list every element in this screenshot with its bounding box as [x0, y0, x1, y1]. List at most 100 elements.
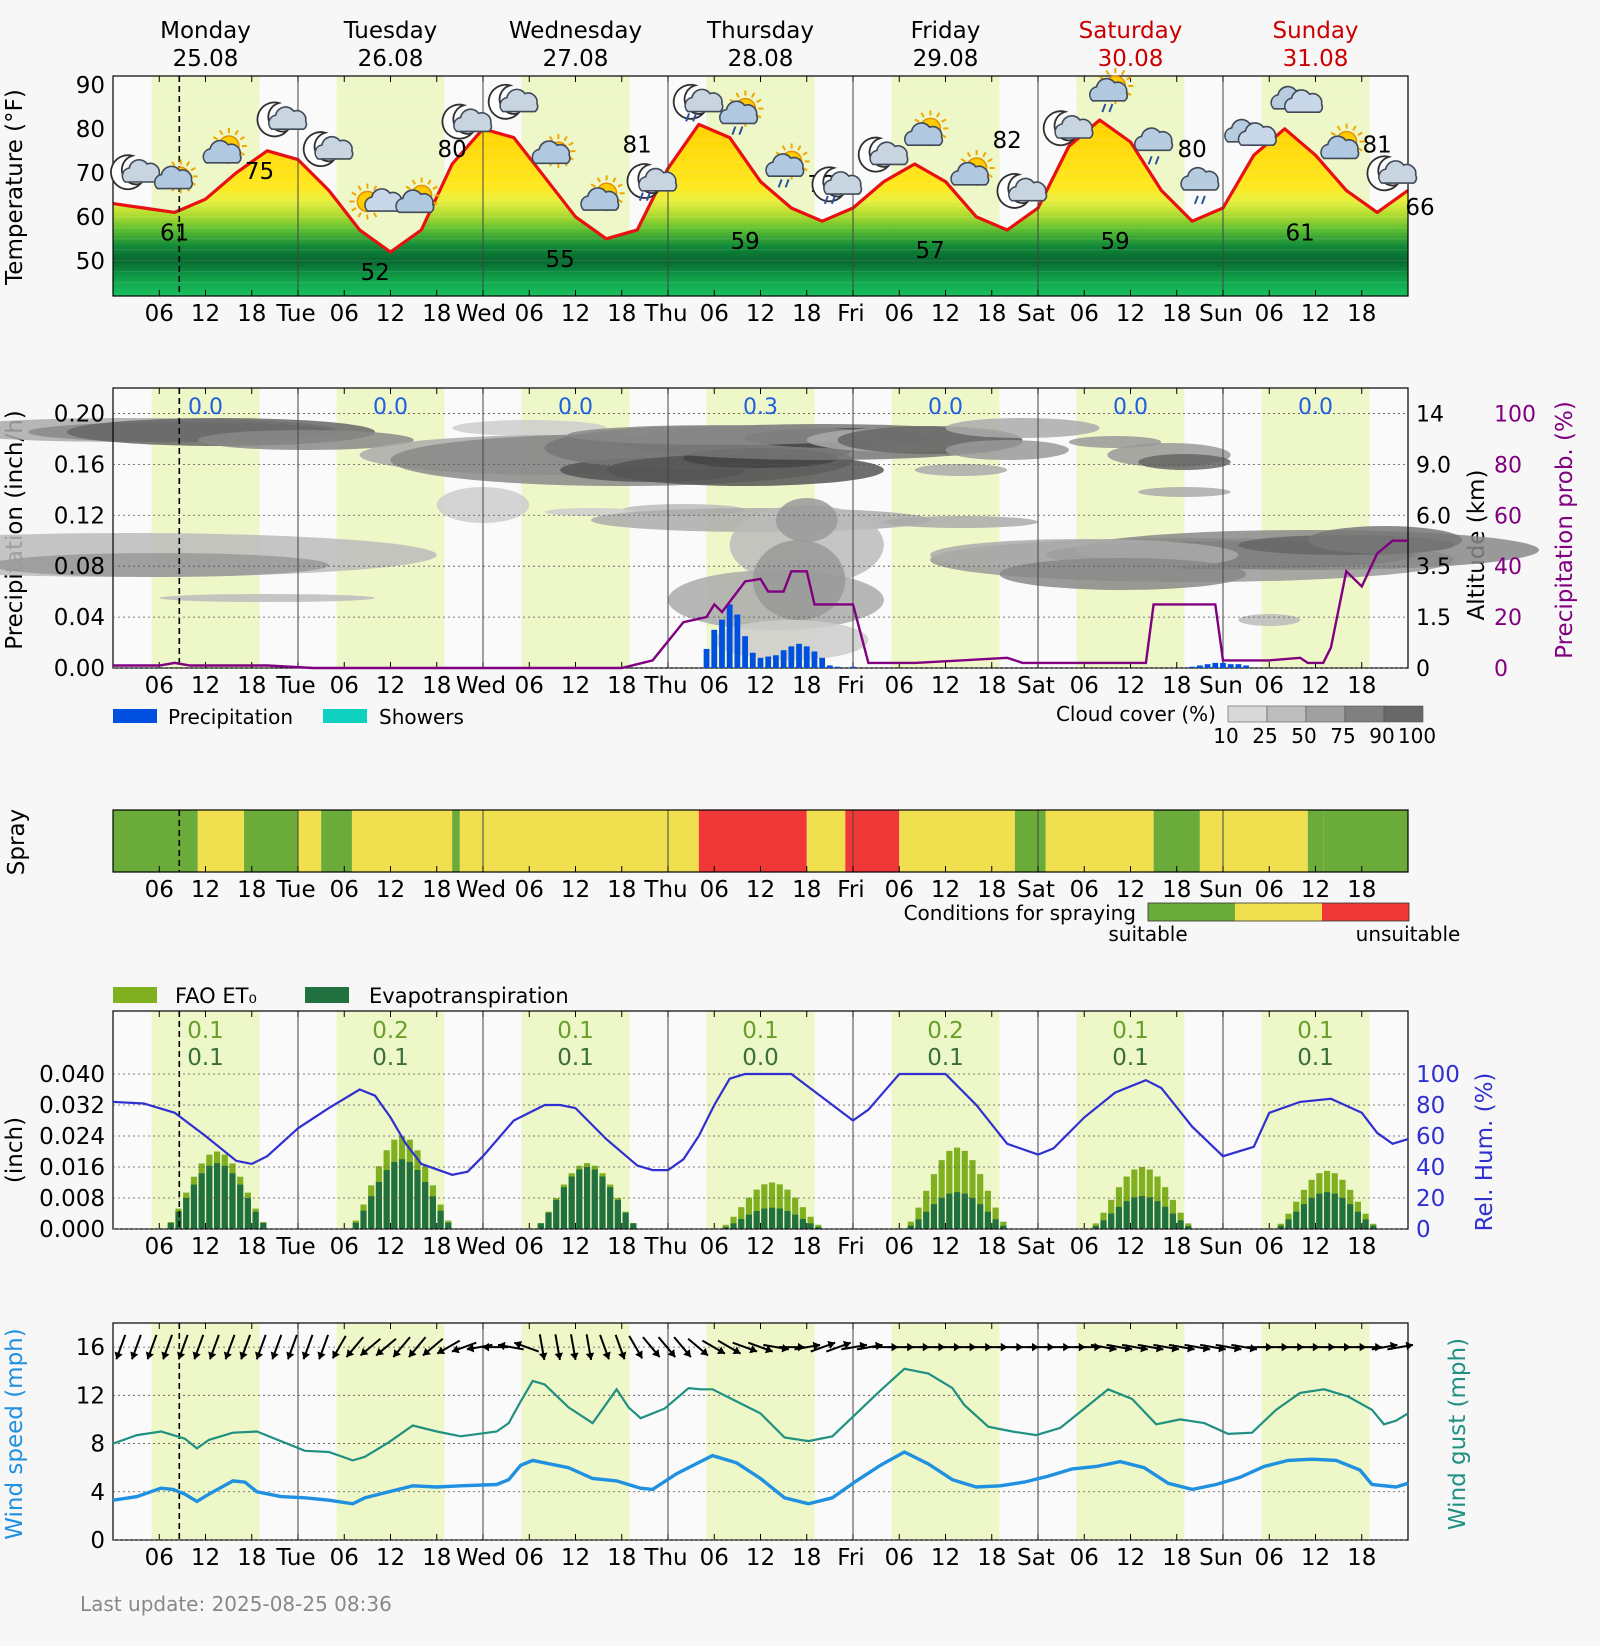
wind-direction-arrow [130, 1334, 142, 1360]
x-tick-label: 06 [1255, 1545, 1284, 1571]
spray-segment [321, 810, 352, 872]
evapo-bar [221, 1165, 228, 1229]
wind-direction-arrow [614, 1334, 627, 1360]
daily-evapo-total: 0.1 [1297, 1045, 1334, 1071]
temperature-min-label: 52 [360, 260, 389, 286]
moon-icon [996, 173, 1048, 209]
spray-legend-suitable: suitable [1108, 922, 1187, 946]
wind-direction-arrow [497, 1341, 524, 1351]
evapo-bar [1285, 1219, 1292, 1229]
evapo-bar [784, 1210, 791, 1229]
wind-direction-arrow [513, 1340, 540, 1353]
evapo-bar [946, 1193, 953, 1229]
evapo-bar [722, 1227, 729, 1229]
x-tick-label: 12 [191, 673, 220, 699]
wind-direction-arrow [570, 1334, 579, 1361]
y-tick-label: 16 [76, 1335, 105, 1361]
spray-legend-swatch [1322, 903, 1409, 921]
x-tick-label: 18 [607, 673, 636, 699]
evapo-bar [792, 1214, 799, 1229]
evapo-bar [622, 1212, 629, 1229]
cloud-cover-swatch [1344, 705, 1385, 723]
last-update: Last update: 2025-08-25 08:36 [80, 1592, 392, 1616]
cloud-cover-legend-title: Cloud cover (%) [1056, 702, 1216, 726]
daylight-band [336, 1323, 445, 1540]
cloud-cover-blob [197, 430, 414, 450]
x-tick-label: 12 [376, 1234, 405, 1260]
y-tick-label: 0.16 [54, 452, 105, 478]
x-tick-label: 18 [977, 1234, 1006, 1260]
x-tick-label: 18 [422, 673, 451, 699]
evapo-bar [1323, 1192, 1331, 1229]
precip-bar [834, 666, 841, 668]
x-tick-label: 18 [237, 673, 266, 699]
temperature-max-label: 66 [1405, 195, 1434, 221]
evapo-bar [753, 1210, 760, 1229]
sun-cloud-icon [950, 150, 995, 186]
x-tick-label: 06 [515, 877, 544, 903]
cloud-cover-blob [999, 558, 1247, 590]
eto-bar [977, 1174, 984, 1229]
wind-direction-arrow [451, 1341, 477, 1354]
evapo-bar [244, 1198, 251, 1229]
cloud-cover-swatch [1305, 705, 1346, 723]
evapo-bar [576, 1169, 583, 1229]
wind-direction-arrow [331, 1335, 347, 1359]
y-tick-label: 0.00 [54, 656, 105, 682]
legend-eto-label: FAO ET₀ [175, 984, 257, 1008]
evapo-bar [414, 1169, 421, 1229]
precip-bar [1204, 664, 1211, 668]
evapo-bar [429, 1196, 436, 1229]
wind-speed-axis-label: Wind speed (mph) [2, 1328, 28, 1539]
precip-bar [1220, 662, 1226, 668]
x-tick-label: 12 [1116, 1234, 1145, 1260]
x-tick-label: 06 [700, 877, 729, 903]
spray-segment [1323, 810, 1408, 872]
x-tick-label: Sat [1017, 301, 1055, 327]
altitude-tick-label: 1.5 [1416, 606, 1451, 631]
x-tick-label: 12 [1301, 301, 1330, 327]
y-tick-label: 60 [76, 205, 105, 231]
x-tick-label: 06 [700, 673, 729, 699]
daily-precip-total: 0.0 [1113, 395, 1148, 420]
spray-segment [113, 810, 198, 872]
sun-cloud-icon [903, 110, 949, 147]
wind-direction-arrow [392, 1336, 411, 1358]
evapo-bar [1293, 1211, 1300, 1229]
moon-icon [487, 83, 539, 120]
x-tick-label: 06 [700, 301, 729, 327]
spray-segment [845, 810, 900, 872]
x-tick-label: 12 [376, 1545, 405, 1571]
wind-direction-arrow [657, 1336, 677, 1358]
eto-bar [961, 1150, 968, 1229]
x-tick-label: 06 [885, 877, 914, 903]
sun-cloud-icon [202, 128, 247, 164]
spray-segment [899, 810, 1015, 872]
eto-bar [938, 1160, 945, 1229]
evapo-bar [213, 1163, 221, 1229]
precip-bar [1235, 664, 1242, 668]
wind-direction-arrow [687, 1337, 709, 1357]
x-tick-label: 18 [977, 1545, 1006, 1571]
x-tick-label: 18 [422, 1234, 451, 1260]
wind-direction-arrow [628, 1335, 644, 1359]
wind-direction-arrow [114, 1334, 127, 1360]
temperature-max-label: 81 [623, 132, 652, 158]
evapo-bar [398, 1159, 406, 1229]
daily-evapo-total: 0.1 [187, 1045, 224, 1071]
x-tick-label: 06 [145, 301, 174, 327]
precip-bar [711, 629, 718, 668]
cloud-cover-blob [714, 620, 869, 660]
eto-bar [799, 1207, 806, 1229]
evapo-bar [930, 1204, 938, 1229]
hum-tick-label: 40 [1416, 1155, 1445, 1181]
evapo-bar [1154, 1201, 1161, 1229]
x-tick-label: 12 [561, 301, 590, 327]
day-name: Friday [911, 18, 981, 44]
evapo-bar [1092, 1226, 1099, 1229]
x-tick-label: 18 [977, 673, 1006, 699]
x-tick-label: 18 [237, 1545, 266, 1571]
wind-direction-arrow [301, 1334, 314, 1360]
y-tick-label: 12 [76, 1383, 105, 1409]
day-date: 27.08 [543, 46, 609, 72]
